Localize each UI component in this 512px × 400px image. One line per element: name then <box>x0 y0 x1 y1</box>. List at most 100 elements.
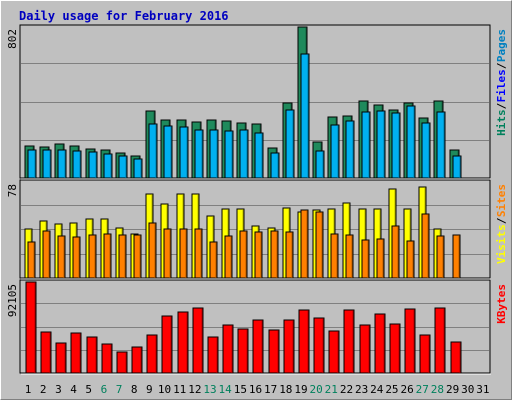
bar-kbytes-day-26 <box>404 308 416 374</box>
legend-1-2: / <box>495 62 508 69</box>
bar-kbytes-day-18 <box>283 319 295 374</box>
bar-kbytes-day-5 <box>86 336 98 374</box>
legend-1-1: Pages <box>495 29 508 62</box>
bar-sites-day-20 <box>315 211 324 279</box>
bar-sites-day-21 <box>330 233 339 279</box>
bar-kbytes-day-16 <box>252 319 264 374</box>
bar-kbytes-day-24 <box>374 313 386 374</box>
bar-pages-day-15 <box>239 129 249 179</box>
x-tick-label-day-10: 10 <box>158 383 171 396</box>
x-tick-label-day-28: 28 <box>431 383 444 396</box>
x-tick-label-day-15: 15 <box>234 383 247 396</box>
bar-kbytes-day-9 <box>146 334 158 374</box>
bar-sites-day-27 <box>421 213 430 279</box>
x-tick-label-day-25: 25 <box>385 383 398 396</box>
bar-kbytes-day-10 <box>161 315 173 374</box>
bar-pages-day-9 <box>148 123 158 179</box>
bar-sites-day-4 <box>72 236 81 279</box>
bar-sites-day-13 <box>209 241 218 279</box>
bar-kbytes-day-2 <box>40 331 52 374</box>
bar-sites-day-7 <box>118 234 127 279</box>
legend-1-5: Hits <box>495 109 508 135</box>
y-max-label-3: 92105 <box>6 284 19 317</box>
x-tick-label-day-21: 21 <box>325 383 338 396</box>
bar-pages-day-26 <box>406 105 416 179</box>
bar-pages-day-20 <box>315 150 325 179</box>
bar-pages-day-13 <box>209 129 219 179</box>
legend-1-3: Files <box>495 69 508 102</box>
bar-kbytes-day-28 <box>434 307 446 374</box>
chart-title: Daily usage for February 2016 <box>19 9 229 23</box>
bar-sites-day-12 <box>194 228 203 279</box>
bar-kbytes-day-11 <box>177 311 189 374</box>
y-max-label-1: 802 <box>6 29 19 49</box>
bar-sites-day-24 <box>376 238 385 279</box>
bar-sites-day-22 <box>345 234 354 279</box>
bar-sites-day-29 <box>452 234 461 279</box>
bar-pages-day-24 <box>376 110 386 179</box>
bar-pages-day-6 <box>103 153 113 179</box>
bar-sites-day-6 <box>103 233 112 279</box>
x-tick-label-day-31: 31 <box>476 383 489 396</box>
bar-sites-day-25 <box>391 225 400 279</box>
bar-kbytes-day-17 <box>268 329 280 374</box>
x-tick-label-day-12: 12 <box>188 383 201 396</box>
bar-sites-day-9 <box>148 222 157 279</box>
bar-pages-day-5 <box>88 151 98 179</box>
x-tick-label-day-30: 30 <box>461 383 474 396</box>
bar-sites-day-16 <box>254 231 263 279</box>
bar-sites-day-23 <box>361 239 370 279</box>
x-tick-label-day-8: 8 <box>131 383 138 396</box>
x-tick-label-day-14: 14 <box>219 383 233 396</box>
bar-kbytes-day-21 <box>328 330 340 374</box>
bar-sites-day-10 <box>163 228 172 279</box>
bar-sites-day-5 <box>88 234 97 279</box>
x-tick-label-day-19: 19 <box>294 383 307 396</box>
x-tick-label-day-22: 22 <box>340 383 353 396</box>
bar-pages-day-1 <box>27 149 37 179</box>
bar-pages-day-11 <box>179 126 189 179</box>
bar-sites-day-3 <box>57 235 66 279</box>
bar-pages-day-7 <box>118 155 128 179</box>
x-tick-label-day-6: 6 <box>101 383 108 396</box>
bar-sites-day-18 <box>285 231 294 279</box>
bar-kbytes-day-14 <box>222 324 234 374</box>
bar-kbytes-day-12 <box>192 307 204 374</box>
x-tick-label-day-13: 13 <box>203 383 216 396</box>
x-tick-label-day-9: 9 <box>146 383 153 396</box>
bar-pages-day-28 <box>436 111 446 179</box>
x-tick-label-day-11: 11 <box>173 383 186 396</box>
bar-kbytes-day-23 <box>359 324 371 374</box>
x-tick-label-day-20: 20 <box>310 383 323 396</box>
legend-1-4: / <box>495 102 508 109</box>
bar-pages-day-4 <box>72 150 82 179</box>
bar-sites-day-26 <box>406 240 415 279</box>
legend-2-2: / <box>495 217 508 224</box>
bar-pages-day-17 <box>270 152 280 179</box>
bar-pages-day-16 <box>254 132 264 179</box>
bar-kbytes-day-20 <box>313 317 325 374</box>
bar-pages-day-29 <box>452 155 462 179</box>
bar-pages-day-3 <box>57 149 67 179</box>
bar-kbytes-day-27 <box>419 334 431 374</box>
x-tick-label-day-3: 3 <box>55 383 62 396</box>
bar-pages-day-2 <box>42 149 52 179</box>
y-max-label-2: 78 <box>6 184 19 197</box>
bar-pages-day-8 <box>133 158 143 179</box>
bar-sites-day-19 <box>300 209 309 279</box>
bar-pages-day-14 <box>224 130 234 179</box>
bar-kbytes-day-15 <box>237 328 249 374</box>
x-tick-label-day-29: 29 <box>446 383 459 396</box>
bar-kbytes-day-25 <box>389 323 401 374</box>
bar-kbytes-day-3 <box>55 342 67 374</box>
legend-2-1: Sites <box>495 184 508 217</box>
bar-pages-day-18 <box>285 109 295 179</box>
bar-kbytes-day-6 <box>101 343 113 374</box>
bar-sites-day-1 <box>27 241 36 279</box>
bar-sites-day-8 <box>133 234 142 279</box>
bar-sites-day-28 <box>436 235 445 279</box>
bar-pages-day-27 <box>421 122 431 179</box>
bar-kbytes-day-8 <box>131 346 143 374</box>
x-tick-label-day-17: 17 <box>264 383 277 396</box>
